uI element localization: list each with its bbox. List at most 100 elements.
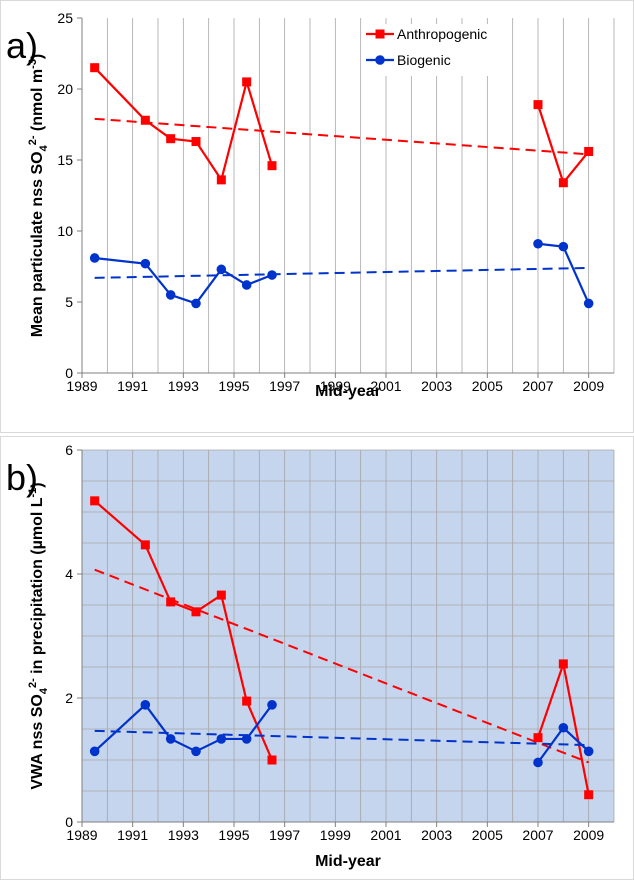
x-tick-label: 2009: [573, 378, 604, 394]
y-tick-label: 20: [57, 81, 73, 97]
anthropogenic-data-point: [140, 115, 150, 125]
legend-label-anthropogenic: Anthropogenic: [397, 26, 487, 42]
anthropogenic-data-point: [216, 175, 226, 185]
anthropogenic-data-point: [140, 540, 150, 550]
y-axis-title-post2: ): [29, 54, 46, 59]
y-axis-title-sup2: -3: [27, 59, 39, 69]
biogenic-data-point: [191, 298, 201, 309]
y-tick-label: 5: [65, 294, 73, 310]
biogenic-data-point: [165, 734, 176, 744]
y-tick-label: 6: [65, 442, 73, 458]
x-tick-label: 2007: [522, 378, 553, 394]
x-tick-label: 1997: [269, 378, 300, 394]
legend-label-biogenic: Biogenic: [397, 52, 451, 68]
anthropogenic-data-point: [533, 100, 543, 110]
biogenic-data-point: [583, 298, 594, 309]
y-axis-title-sup: 2-: [27, 135, 39, 145]
plot-area: [82, 18, 614, 373]
x-tick-label: 2005: [472, 378, 503, 394]
x-tick-label: 2003: [421, 378, 452, 394]
biogenic-data-point: [216, 734, 227, 744]
biogenic-data-point: [241, 280, 252, 290]
x-tick-label: 2001: [370, 827, 401, 843]
anthropogenic-trend-line: [94, 117, 589, 156]
anthropogenic-data-point: [267, 755, 277, 765]
anthropogenic-data-point: [584, 146, 594, 156]
biogenic-data-point: [140, 700, 151, 710]
y-axis-title-sub: 4: [38, 144, 50, 151]
biogenic-data-point: [165, 290, 176, 300]
y-tick-label: 15: [57, 152, 73, 168]
biogenic-data-point: [216, 264, 227, 275]
anthropogenic-data-point: [166, 597, 176, 607]
x-tick-label: 2003: [421, 827, 452, 843]
biogenic-data-point: [533, 238, 543, 249]
biogenic-data-point: [558, 722, 569, 733]
anthropogenic-data-point: [242, 77, 252, 87]
x-tick-label: 2007: [522, 827, 553, 843]
y-axis-title-post: (nmol m: [29, 69, 46, 136]
legend-swatch-marker: [375, 55, 385, 65]
y-axis-title-pre: VWA nss SO: [29, 694, 46, 789]
biogenic-data-point: [558, 241, 569, 252]
x-tick-label: 1997: [269, 827, 300, 843]
anthropogenic-trend-line: [94, 568, 590, 764]
anthropogenic-data-point: [584, 790, 594, 800]
biogenic-data-point: [191, 746, 201, 757]
x-tick-label: 1993: [168, 378, 199, 394]
y-tick-label: 4: [65, 566, 73, 582]
x-tick-label: 1993: [168, 827, 199, 843]
biogenic-data-point: [241, 734, 252, 744]
x-tick-label: 1989: [66, 827, 97, 843]
x-axis-title: Mid-year: [315, 853, 381, 870]
y-axis-title-sup2: -1: [27, 488, 39, 498]
panel-label: a): [6, 25, 38, 66]
y-axis-title-sub: 4: [38, 687, 50, 694]
legend-box: [362, 24, 510, 76]
biogenic-data-point: [140, 258, 151, 269]
biogenic-trend-line: [94, 729, 589, 747]
biogenic-trend-line: [94, 266, 589, 279]
y-tick-label: 0: [65, 365, 73, 381]
anthropogenic-data-point: [267, 161, 277, 171]
y-tick-label: 25: [57, 10, 73, 26]
chart-panel-b: 0 2 4 6 1989 1991 1993 1995 1997 1999 2001 2003 2005…: [0, 436, 634, 880]
x-tick-label: 1999: [320, 827, 351, 843]
y-tick-label: 2: [65, 690, 73, 706]
x-tick-label: 1991: [117, 378, 148, 394]
y-axis-title: VWA nss SO42- in precipitation (µmol L-1…: [27, 482, 50, 789]
legend: Anthropogenic Biogenic: [362, 24, 510, 76]
y-axis-title-pre: Mean particulate nss SO: [29, 151, 46, 337]
anthropogenic-data-point: [166, 134, 176, 144]
x-tick-label: 1989: [66, 378, 97, 394]
biogenic-data-point: [533, 757, 543, 768]
y-axis-title-post2: ): [29, 482, 46, 487]
anthropogenic-data-point: [558, 659, 568, 669]
chart-panel-a: 0 5 10 15 20 25 1989 1991 1993 1995 1997 1999 2001 20…: [0, 0, 634, 433]
x-tick-label: 2005: [472, 827, 503, 843]
y-axis-title: Mean particulate nss SO42- (nmol m-3): [27, 54, 50, 338]
x-tick-label: 1995: [218, 378, 249, 394]
anthropogenic-data-point: [558, 178, 568, 188]
anthropogenic-data-point: [216, 590, 226, 600]
x-axis-title: Mid-year: [315, 383, 381, 400]
biogenic-data-point: [267, 270, 277, 280]
biogenic-data-point: [89, 253, 100, 263]
biogenic-data-point: [89, 746, 100, 757]
anthropogenic-data-point: [533, 733, 543, 743]
panel-label: b): [6, 457, 38, 498]
anthropogenic-data-point: [242, 696, 252, 706]
x-tick-label: 2001: [370, 378, 401, 394]
y-tick-label: 0: [65, 814, 73, 830]
anthropogenic-data-point: [90, 496, 100, 506]
x-tick-label: 1991: [117, 827, 148, 843]
x-tick-label: 2009: [573, 827, 604, 843]
biogenic-data-point: [267, 700, 277, 710]
anthropogenic-data-point: [191, 607, 201, 617]
y-axis-title-post: in precipitation (µmol L: [29, 497, 46, 678]
y-axis-title-sup: 2-: [27, 678, 39, 688]
anthropogenic-data-point: [90, 63, 100, 73]
x-tick-label: 1999: [320, 378, 351, 394]
x-tick-label: 1995: [218, 827, 249, 843]
